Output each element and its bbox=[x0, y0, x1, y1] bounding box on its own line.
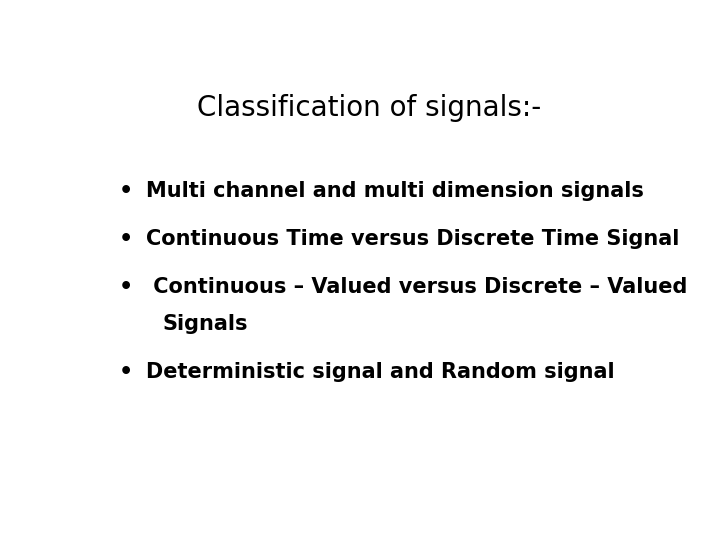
Text: •: • bbox=[119, 277, 133, 297]
Text: Continuous – Valued versus Discrete – Valued: Continuous – Valued versus Discrete – Va… bbox=[145, 277, 687, 297]
Text: Signals: Signals bbox=[163, 314, 248, 334]
Text: •: • bbox=[119, 362, 133, 382]
Text: •: • bbox=[119, 181, 133, 201]
Text: Multi channel and multi dimension signals: Multi channel and multi dimension signal… bbox=[145, 181, 644, 201]
Text: •: • bbox=[119, 229, 133, 249]
Text: Continuous Time versus Discrete Time Signal: Continuous Time versus Discrete Time Sig… bbox=[145, 229, 679, 249]
Text: Classification of signals:-: Classification of signals:- bbox=[197, 94, 541, 122]
Text: Deterministic signal and Random signal: Deterministic signal and Random signal bbox=[145, 362, 614, 382]
